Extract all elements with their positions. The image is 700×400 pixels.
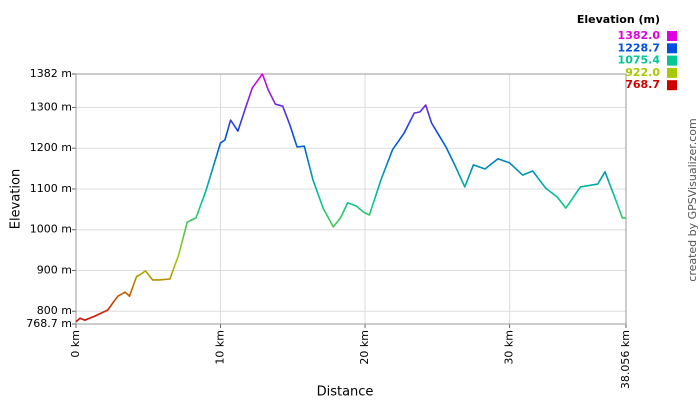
y-tick-label: 768.7 m [26,317,72,330]
plot-border [75,73,627,325]
y-tick-label: 1382 m [30,67,72,80]
legend-swatch [667,80,677,91]
plot-area [75,73,627,325]
legend-swatch [667,43,677,54]
x-axis-label: Distance [317,385,374,400]
x-tick-label: 30 km [503,330,516,365]
legend-label: 1075.4 [618,54,661,67]
legend-swatch [667,31,677,41]
y-tick-label: 1100 m [30,182,72,195]
x-tick-label: 10 km [214,330,227,365]
legend-label: 1228.7 [618,41,660,54]
legend-label: 768.7 [625,78,660,91]
y-axis-label: Elevation [9,169,24,229]
elevation-line [75,73,626,323]
legend-swatch [667,55,677,66]
x-tick-label: 20 km [358,330,371,365]
x-tick-label: 38.056 km [619,330,632,389]
legend-title: Elevation (m) [577,13,660,26]
credit: created by GPSVisualizer.com [686,118,699,281]
y-tick-label: 1300 m [30,100,72,113]
legend-label: 922.0 [625,66,660,79]
x-tick-label: 0 km [69,330,82,358]
y-tick-label: 800 m [37,304,72,317]
y-tick-label: 1200 m [30,141,72,154]
y-tick-label: 1000 m [30,223,72,236]
legend-swatch [667,67,677,78]
legend-label: 1382.0 [618,29,661,42]
y-tick-label: 900 m [37,263,72,276]
